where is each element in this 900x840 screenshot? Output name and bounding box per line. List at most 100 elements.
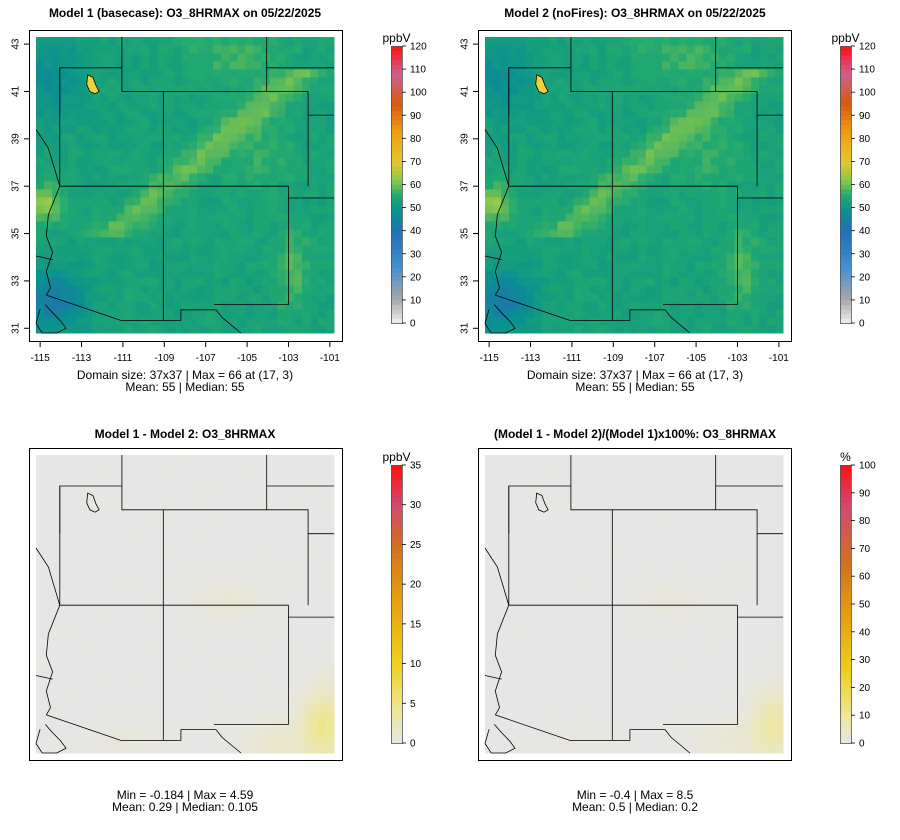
heatmap-cell [766,173,776,182]
colorbar-unit-label: ppbV [382,31,410,45]
heatmap-cell [694,37,703,46]
heatmap-cell [253,608,262,617]
heatmap-cell [245,141,254,150]
heatmap-cell [253,720,262,730]
heatmap-cell [76,53,85,62]
heatmap-cell [205,269,214,278]
heatmap-cell [573,125,583,134]
heatmap-cell [84,229,93,238]
heatmap-cell [686,261,695,270]
colorbar-tick-label: 20 [410,272,422,283]
heatmap-cell [774,712,784,722]
heatmap-cell [301,599,311,609]
heatmap-cell [325,527,335,536]
heatmap-cell [92,45,101,54]
heatmap-cell [301,551,311,561]
heatmap-cell [662,205,671,214]
heatmap-cell [156,269,166,278]
heatmap-cell [710,325,719,334]
heatmap-cell [84,285,93,294]
heatmap-cell [686,696,695,706]
heatmap-cell [156,141,166,150]
heatmap-cell [638,109,647,118]
heatmap-cell [116,189,125,198]
heatmap-cell [493,221,502,230]
heatmap-cell [702,672,711,681]
heatmap-cell [597,648,607,657]
colorbar-segment [840,230,851,236]
heatmap-cell [525,712,534,722]
heatmap-cell [261,567,270,577]
heatmap-cell [678,277,687,286]
heatmap-cell [269,535,279,544]
heatmap-cell [501,736,510,746]
heatmap-cell [189,229,198,238]
heatmap-cell [205,325,214,334]
heatmap-cell [702,656,711,665]
gulf-coastline [35,724,67,754]
heatmap-cell [301,77,311,86]
heatmap-cell [581,712,591,722]
heatmap-cell [76,487,85,496]
heatmap-cell [621,189,631,198]
heatmap-cell [557,61,566,70]
heatmap-cell [164,157,174,166]
heatmap-cell [493,93,502,102]
heatmap-cell [44,728,53,738]
heatmap-cell [189,69,198,78]
heatmap-cell [613,728,623,738]
heatmap-cell [116,479,125,488]
colorbar-segment [840,124,851,130]
heatmap-cell [686,141,695,150]
colorbar-segment [391,692,402,698]
heatmap-cell [654,301,663,310]
heatmap-cell [172,688,182,698]
heatmap-cell [245,77,254,86]
heatmap-cell [100,285,109,294]
heatmap-cell [638,696,647,706]
heatmap-cell [718,325,728,334]
heatmap-cell [597,45,607,54]
heatmap-cell [646,181,655,190]
heatmap-cell [197,173,206,182]
colorbar-tick-label: 100 [410,88,427,99]
heatmap-cell [269,591,279,601]
heatmap-cell [269,543,279,553]
colorbar-segment [391,604,402,610]
heatmap-cell [686,712,695,722]
heatmap-cell [44,69,53,78]
axes: -115 -113 -111 -109 -107 -105 -103 -10131333537… [460,38,790,364]
heatmap-cell [774,253,784,262]
heatmap-cell [84,149,93,158]
heatmap-cell [221,261,230,270]
gulf-coastline [484,304,516,334]
heatmap-cell [164,133,174,142]
heatmap-cell [277,309,287,318]
heatmap-cell [52,165,61,174]
heatmap-cell [205,664,214,673]
heatmap-cell [325,77,335,86]
heatmap-cell [116,736,125,746]
heatmap-cell [285,277,295,286]
heatmap-cell [213,736,222,746]
heatmap-cell [718,197,728,206]
heatmap-cell [758,245,768,254]
heatmap-cell [501,237,510,246]
heatmap-cell [221,455,230,464]
heatmap-cell [68,229,77,238]
heatmap-cell [325,45,335,54]
heatmap-cell [309,69,319,78]
heatmap-cell [517,245,526,254]
heatmap-cell [197,245,206,254]
heatmap-cell [52,149,61,158]
heatmap-cell [156,583,166,593]
heatmap-cell [613,237,623,246]
heatmap-cell [301,93,311,102]
panel-info-line1: Domain size: 37x37 | Max = 66 at (17, 3) [77,368,293,382]
heatmap-cell [140,117,150,126]
heatmap-cell [60,599,69,609]
heatmap-cell [68,624,77,633]
heatmap-cell [565,101,574,110]
heatmap-cell [44,245,53,254]
colorbar-segment [391,59,402,65]
